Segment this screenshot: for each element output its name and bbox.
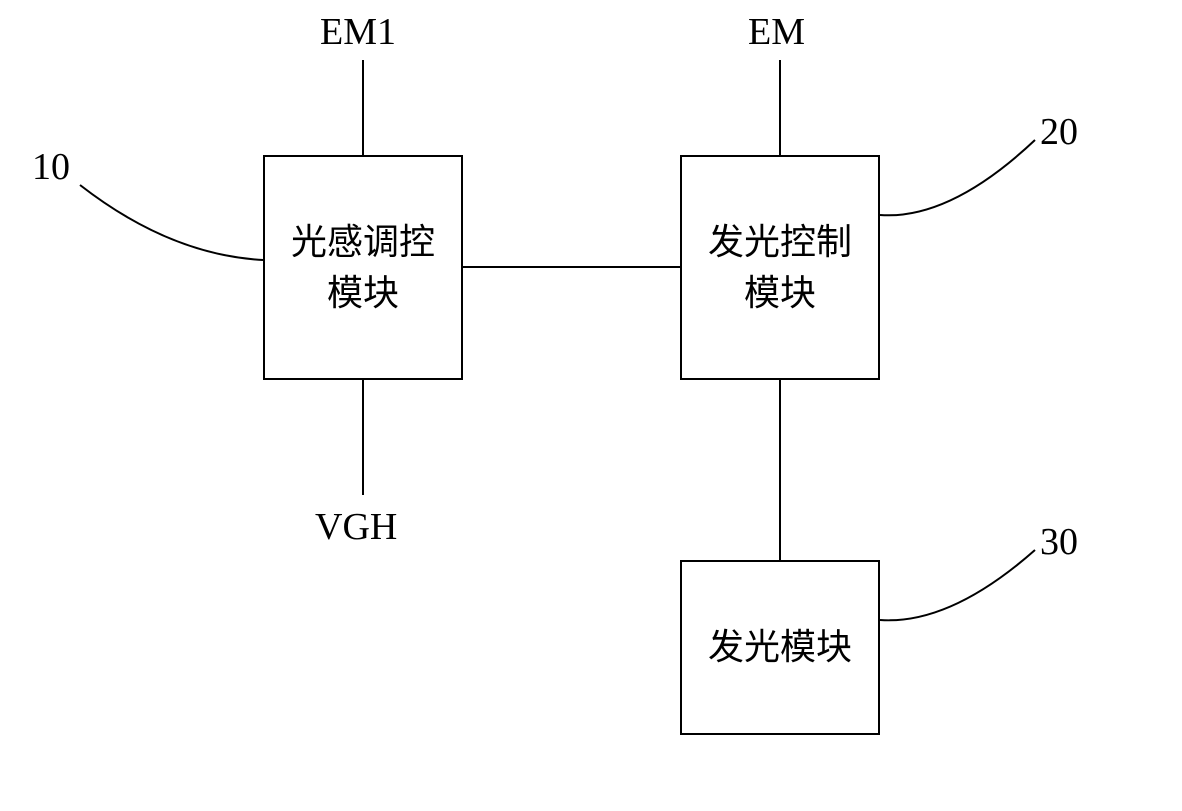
leader-10 [0, 0, 1182, 811]
diagram-container: EM1 EM 光感调控 模块 发光控制 模块 VGH 发光模块 10 20 30 [0, 0, 1182, 811]
